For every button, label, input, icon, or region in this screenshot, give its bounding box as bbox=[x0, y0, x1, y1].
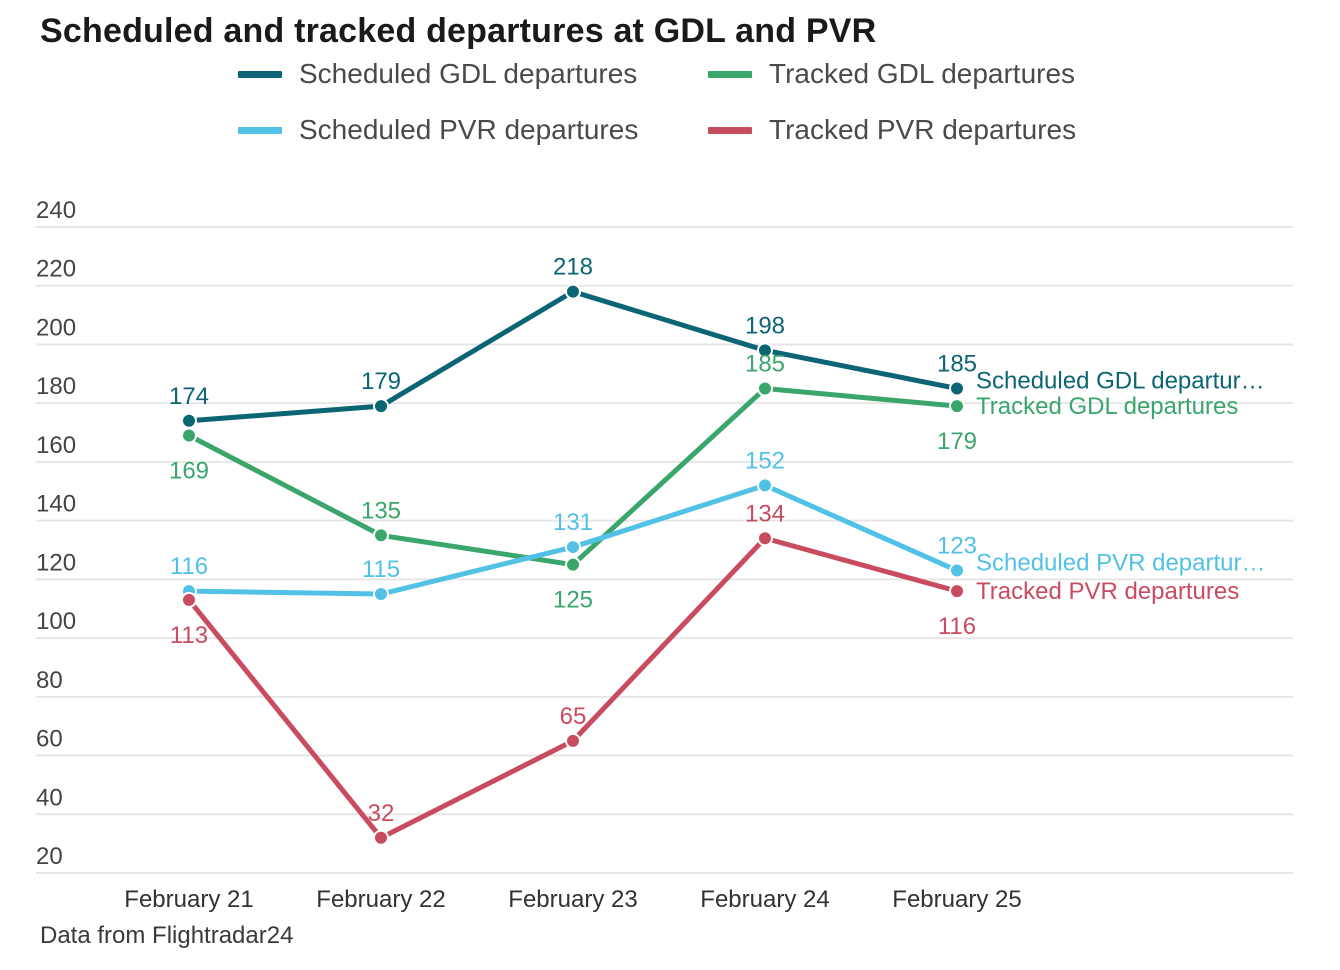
data-point bbox=[565, 283, 581, 300]
x-tick-label: February 22 bbox=[316, 886, 445, 913]
data-point bbox=[181, 412, 197, 429]
series-line bbox=[186, 386, 960, 568]
data-label: 115 bbox=[362, 556, 400, 583]
data-point bbox=[757, 380, 773, 397]
series-line bbox=[186, 289, 960, 424]
data-point bbox=[565, 556, 581, 573]
series-end-label: Scheduled GDL departur… bbox=[976, 368, 1265, 395]
data-point bbox=[757, 530, 773, 547]
series-end-label: Tracked PVR departures bbox=[976, 578, 1239, 605]
data-point bbox=[373, 398, 389, 415]
series-points bbox=[181, 283, 965, 846]
data-label: 152 bbox=[745, 447, 785, 474]
legend-item-tracked-gdl: Tracked GDL departures bbox=[708, 58, 1075, 90]
data-label: 116 bbox=[938, 613, 976, 640]
legend-label: Scheduled GDL departures bbox=[299, 58, 638, 89]
legend-swatch-tracked-gdl bbox=[708, 70, 752, 78]
data-label: 123 bbox=[937, 533, 977, 560]
data-point bbox=[565, 732, 581, 749]
data-point bbox=[949, 398, 965, 415]
legend-swatch-scheduled-gdl bbox=[238, 70, 282, 78]
data-label: 174 bbox=[169, 383, 209, 410]
data-label: 135 bbox=[361, 497, 401, 524]
data-label: 185 bbox=[745, 351, 785, 378]
y-tick-label: 160 bbox=[36, 432, 76, 459]
data-labels: 174 179 218 198 185 169 135 125 185 179 116 115 131 1… bbox=[169, 254, 977, 827]
series-line bbox=[186, 535, 960, 841]
y-tick-label: 220 bbox=[36, 256, 76, 283]
x-tick-label: February 25 bbox=[892, 886, 1021, 913]
y-tick-label: 180 bbox=[36, 373, 76, 400]
y-tick-label: 80 bbox=[36, 667, 63, 694]
data-label: 179 bbox=[937, 428, 977, 455]
x-tick-label: February 23 bbox=[508, 886, 637, 913]
legend-label: Scheduled PVR departures bbox=[299, 114, 639, 145]
data-point bbox=[757, 477, 773, 494]
data-label: 198 bbox=[745, 312, 785, 339]
data-point bbox=[181, 427, 197, 444]
chart-title: Scheduled and tracked departures at GDL … bbox=[40, 12, 877, 50]
data-label: 179 bbox=[361, 368, 401, 395]
x-axis: February 21 February 22 February 23 Februar… bbox=[124, 886, 1021, 913]
data-point bbox=[757, 342, 773, 359]
y-tick-label: 240 bbox=[36, 197, 76, 224]
data-label: 131 bbox=[553, 509, 593, 536]
legend-swatch-scheduled-pvr bbox=[238, 126, 282, 134]
data-point bbox=[949, 583, 965, 600]
data-point bbox=[181, 591, 197, 608]
data-label: 65 bbox=[560, 703, 587, 730]
y-tick-label: 20 bbox=[36, 843, 63, 870]
legend-item-tracked-pvr: Tracked PVR departures bbox=[708, 114, 1076, 146]
gridlines bbox=[36, 226, 1293, 874]
series-end-label: Scheduled PVR departur… bbox=[976, 550, 1266, 577]
y-tick-label: 140 bbox=[36, 491, 76, 518]
data-label: 218 bbox=[553, 254, 593, 281]
data-point bbox=[373, 829, 389, 846]
y-axis: 240 220 200 180 160 140 120 100 80 60 40 20 bbox=[36, 197, 76, 870]
x-tick-label: February 24 bbox=[700, 886, 829, 913]
legend-item-scheduled-pvr: Scheduled PVR departures bbox=[238, 114, 638, 146]
legend-label: Tracked GDL departures bbox=[769, 58, 1076, 89]
data-point bbox=[949, 562, 965, 579]
data-label: 185 bbox=[937, 351, 977, 378]
data-label: 116 bbox=[170, 553, 208, 580]
data-label: 134 bbox=[745, 500, 785, 527]
series-end-label: Tracked GDL departures bbox=[976, 393, 1238, 420]
end-labels: Scheduled GDL departur…Tracked GDL depar… bbox=[976, 368, 1266, 606]
y-tick-label: 120 bbox=[36, 549, 76, 576]
data-label: 32 bbox=[368, 800, 395, 827]
data-point bbox=[373, 586, 389, 603]
y-tick-label: 100 bbox=[36, 608, 76, 635]
data-point bbox=[565, 539, 581, 556]
data-point bbox=[373, 527, 389, 544]
data-label: 125 bbox=[553, 587, 593, 614]
data-label: 113 bbox=[170, 622, 208, 649]
source-note: Data from Flightradar24 bbox=[40, 922, 294, 949]
legend-item-scheduled-gdl: Scheduled GDL departures bbox=[238, 58, 637, 90]
x-tick-label: February 21 bbox=[124, 886, 253, 913]
y-tick-label: 200 bbox=[36, 314, 76, 341]
legend-label: Tracked PVR departures bbox=[769, 114, 1077, 145]
y-tick-label: 60 bbox=[36, 726, 63, 753]
y-tick-label: 40 bbox=[36, 784, 63, 811]
data-label: 169 bbox=[169, 457, 209, 484]
data-point bbox=[949, 380, 965, 397]
legend-swatch-tracked-pvr bbox=[708, 126, 752, 134]
